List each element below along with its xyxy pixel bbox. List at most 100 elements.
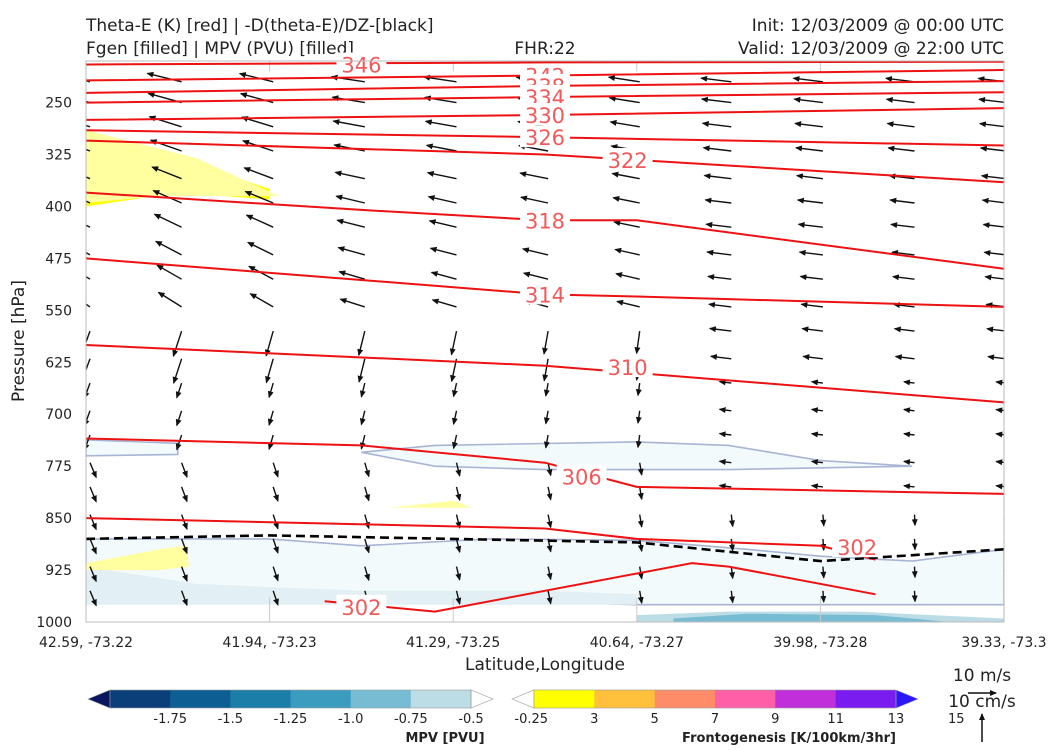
contour-label-bg <box>556 464 607 487</box>
wind-vector <box>709 354 732 361</box>
x-tick-label: 42.59, -73.22 <box>39 635 133 651</box>
plot-area: 346342338334330326322318314310306302302 <box>85 52 1005 623</box>
wind-vector <box>810 459 823 466</box>
wind-vector <box>272 486 279 502</box>
y-tick-label: 400 <box>45 199 72 215</box>
wind-vector <box>89 514 97 531</box>
wind-vector <box>609 119 640 128</box>
wind-vector <box>980 173 1004 180</box>
theta-e-contour <box>86 437 1004 495</box>
colorbar-segment <box>835 690 897 708</box>
mpv-colorbar: -1.75 -1.5 -1.25 -1.0 -0.75 -0.5 -0.25 <box>87 689 548 727</box>
wind-vector <box>984 274 1004 281</box>
wind-vector <box>521 247 549 256</box>
wind-vector <box>455 462 462 477</box>
x-axis-ticks: 42.59, -73.22 41.94, -73.23 41.29, -73.25 4… <box>39 635 1047 651</box>
colorbar-tick-label: -0.5 <box>458 712 483 727</box>
title-line-2: Fgen [filled] | MPV (PVU) [filled] <box>86 39 354 59</box>
wind-vector <box>700 75 732 83</box>
plot-frame <box>85 60 1005 623</box>
wind-vector <box>431 298 457 308</box>
wind-vector <box>520 195 549 204</box>
contour-label-bg <box>832 535 883 558</box>
wind-vector <box>885 96 915 104</box>
wind-vector <box>359 410 366 426</box>
contour-label-bg <box>602 148 653 171</box>
wind-vector <box>455 590 462 605</box>
wind-vector <box>702 145 732 152</box>
wind-vector <box>180 590 188 607</box>
wind-vector <box>635 383 642 397</box>
wind-vector <box>705 221 732 228</box>
wind-vector <box>889 197 915 204</box>
wind-vector <box>903 407 915 414</box>
wind-vector <box>729 590 735 604</box>
colorbar-segment <box>594 690 656 708</box>
valid-time: Valid: 12/03/2009 @ 22:00 UTC <box>738 39 1004 59</box>
theta-e-contour <box>324 562 876 613</box>
wind-vector <box>244 190 274 204</box>
y-tick-label: 775 <box>45 459 72 475</box>
wind-vector <box>911 566 918 579</box>
wind-vector <box>245 214 274 228</box>
wind-vector <box>708 326 732 333</box>
x-tick-label: 41.29, -73.25 <box>406 635 500 651</box>
wind-vector <box>267 410 274 426</box>
wind-vector <box>267 382 274 399</box>
wind-vector <box>430 271 457 280</box>
wind-vector <box>887 145 915 152</box>
fgen-fill-upper-inner <box>86 130 279 203</box>
wind-vector <box>903 459 915 466</box>
wind-vector <box>451 410 458 426</box>
wind-vector <box>611 171 640 180</box>
x-tick-label: 39.33, -73.3 <box>961 635 1046 651</box>
wind-vector <box>172 358 183 384</box>
y-tick-label: 1000 <box>36 615 72 631</box>
wind-vector <box>364 486 370 502</box>
wind-vector <box>357 330 366 357</box>
colorbar-tick-label: -0.25 <box>514 712 548 727</box>
wind-vector <box>798 249 823 256</box>
wind-vector <box>429 246 457 256</box>
wind-vector <box>247 241 274 256</box>
wind-vector <box>891 274 915 281</box>
wind-vector <box>987 354 1004 361</box>
wind-vector <box>451 382 458 398</box>
wind-vector <box>794 121 823 128</box>
colorbar-tick-label: 3 <box>590 712 598 727</box>
wind-vector <box>180 486 188 503</box>
y-tick-label: 925 <box>45 563 72 579</box>
colorbar-end-right <box>895 689 919 709</box>
wind-vector <box>637 462 644 476</box>
wind-vector <box>151 166 182 180</box>
wind-vector <box>86 124 91 128</box>
wind-vector <box>799 274 823 281</box>
wind-vector <box>995 379 1004 386</box>
mpv-fill-left-750 <box>86 438 179 457</box>
wind-vector <box>792 75 823 83</box>
colorbar-segment <box>110 690 171 708</box>
wind-vector <box>718 431 732 438</box>
contour-label-bg <box>520 208 570 231</box>
colorbar-tick-label: -1.0 <box>338 712 363 727</box>
contour-label-bg <box>520 85 570 108</box>
wind-vector <box>89 486 97 503</box>
y-axis-label: Pressure [hPa] <box>9 280 29 402</box>
wind-vector <box>180 514 188 531</box>
colorbar-frame <box>109 689 472 709</box>
wind-vector <box>272 566 279 582</box>
wind-vector <box>455 486 462 502</box>
wind-vector <box>718 407 732 414</box>
wind-vector <box>820 590 827 603</box>
colorbar-segment <box>534 690 595 708</box>
contour-label: 346 <box>341 53 381 77</box>
wind-vector <box>615 272 640 280</box>
wind-vector <box>335 194 365 204</box>
wind-vector <box>718 379 732 386</box>
wind-vector <box>729 538 735 552</box>
fgen-colorbar: 3 5 7 9 11 13 15 <box>511 689 965 727</box>
contour-label: 306 <box>562 466 602 490</box>
wind-vector <box>903 379 915 386</box>
colorbar-tick-label: -1.5 <box>218 712 243 727</box>
wind-vector <box>820 514 827 527</box>
